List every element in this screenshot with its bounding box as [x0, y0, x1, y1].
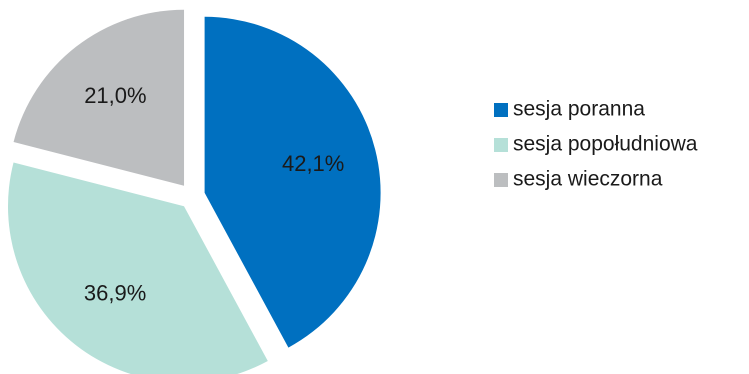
pie-slices: 42,1% 36,9% 21,0%: [7, 9, 381, 374]
pie-slice-1: [204, 16, 381, 348]
legend-swatch-2: [494, 138, 508, 152]
pie-slice-2: [7, 162, 268, 374]
legend-label-3: sesja wieczorna: [513, 168, 663, 191]
slice-label-1: 42,1%: [282, 151, 344, 176]
legend-label-1: sesja poranna: [513, 98, 645, 121]
legend-swatch-3: [494, 173, 508, 187]
slice-label-3: 21,0%: [84, 83, 146, 108]
pie-slice-3: [13, 9, 185, 186]
slice-label-2: 36,9%: [84, 280, 146, 305]
legend-swatch-1: [494, 103, 508, 117]
legend: sesja poranna sesja popołudniowa sesja wie…: [494, 98, 698, 191]
legend-label-2: sesja popołudniowa: [513, 133, 698, 156]
